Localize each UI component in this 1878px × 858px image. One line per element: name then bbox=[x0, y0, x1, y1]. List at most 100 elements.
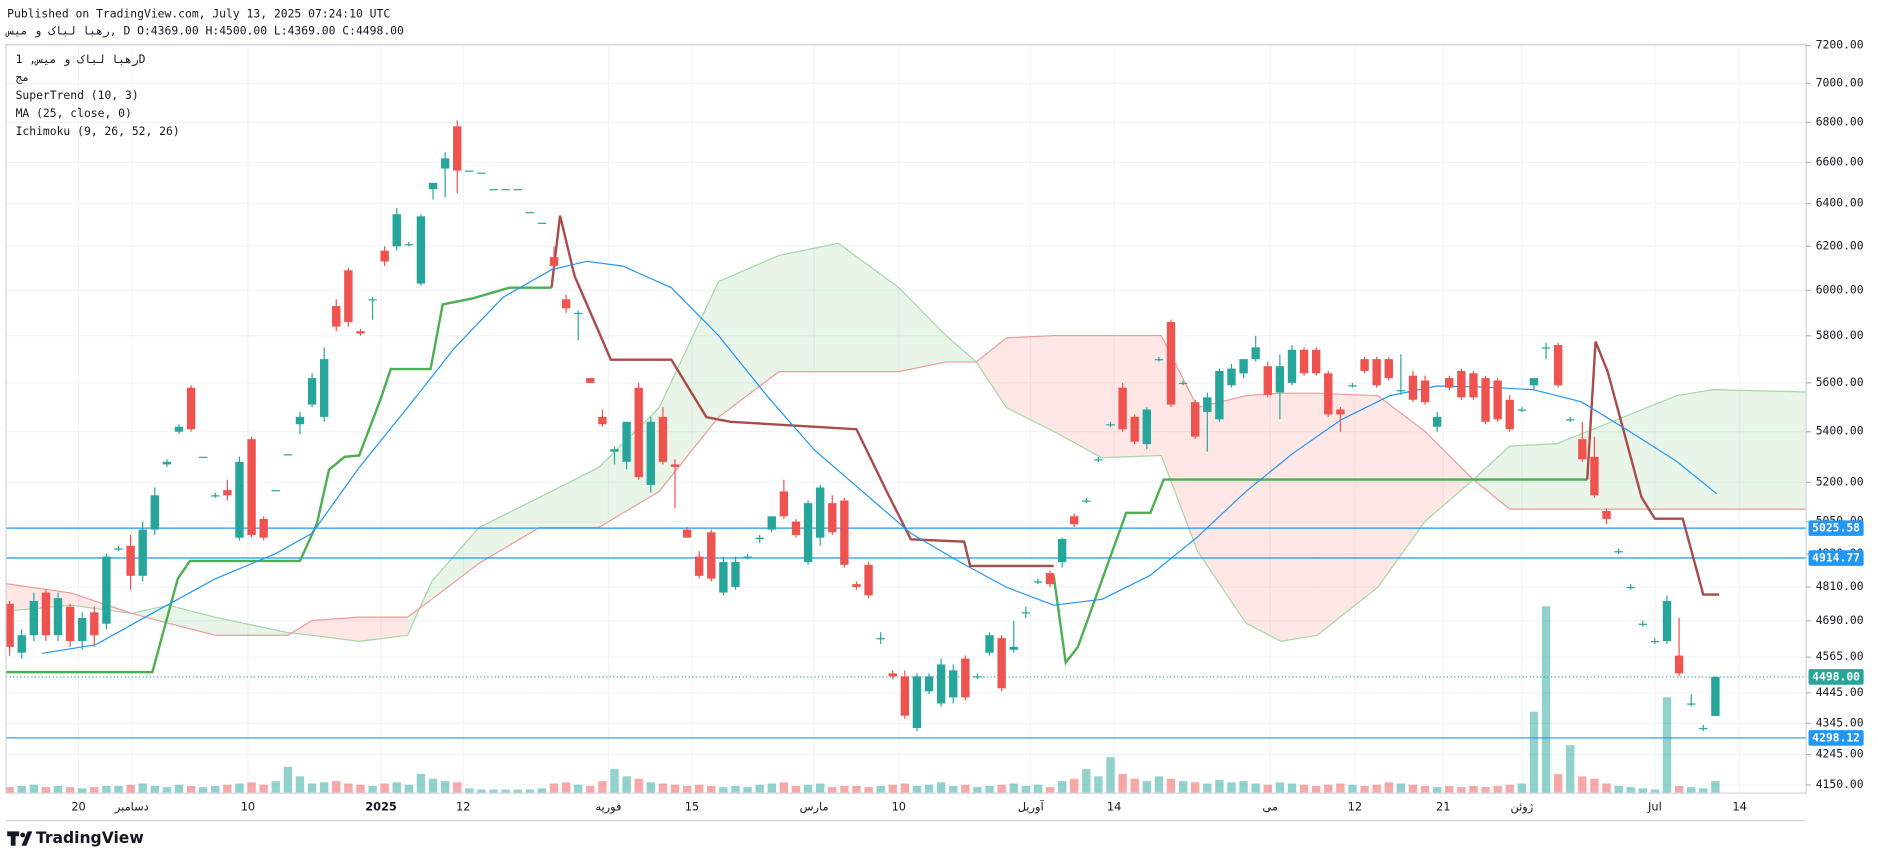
cloud-segment bbox=[1246, 393, 1282, 642]
x-tick-label: 14 bbox=[1732, 799, 1746, 813]
y-tick-label: 4690.00 bbox=[1816, 613, 1864, 627]
candle-body bbox=[1336, 409, 1345, 415]
candle-body bbox=[186, 387, 196, 430]
candle-body bbox=[1432, 416, 1442, 427]
candle-body bbox=[586, 378, 595, 383]
candle-body bbox=[549, 257, 559, 266]
candle-body bbox=[259, 518, 268, 538]
candle-body bbox=[1493, 380, 1502, 420]
x-tick-label: فوریه bbox=[595, 799, 621, 814]
volume-bar bbox=[912, 785, 922, 794]
candle-body bbox=[1578, 439, 1587, 460]
cloud-segment bbox=[976, 337, 1007, 408]
candle-body bbox=[1396, 390, 1406, 392]
volume-bar bbox=[586, 785, 595, 794]
candle-body bbox=[719, 562, 728, 593]
x-tick-label: 10 bbox=[892, 799, 906, 813]
candle-body bbox=[295, 416, 305, 425]
volume-bar bbox=[186, 785, 196, 794]
volume-bar bbox=[743, 787, 752, 794]
cloud-segment bbox=[168, 605, 216, 636]
volume-bar bbox=[138, 783, 147, 794]
volume-bar bbox=[416, 773, 426, 794]
candle-body bbox=[332, 306, 341, 327]
volume-bar bbox=[622, 776, 631, 794]
volume-bar bbox=[876, 785, 885, 794]
candle-body bbox=[840, 500, 849, 565]
volume-bar bbox=[1711, 781, 1720, 794]
volume-bar bbox=[646, 782, 655, 794]
candle-body bbox=[1662, 600, 1672, 642]
candle-body bbox=[1481, 378, 1490, 422]
legend-indicator: Ichimoku (9, 26, 52, 26) bbox=[16, 124, 180, 138]
candle-body bbox=[235, 461, 244, 538]
cloud-segment bbox=[431, 527, 480, 600]
candle-body bbox=[1118, 387, 1127, 430]
x-tick-label: 2025 bbox=[365, 799, 397, 813]
volume-bar bbox=[1215, 779, 1224, 794]
volume-bar bbox=[1396, 783, 1406, 794]
candle-body bbox=[525, 212, 535, 214]
published-note: Published on TradingView.com, July 13, 2… bbox=[7, 7, 390, 21]
volume-bar bbox=[1687, 787, 1696, 794]
volume-bar bbox=[888, 784, 897, 794]
candle-body bbox=[1517, 409, 1527, 411]
volume-bar bbox=[1166, 778, 1176, 794]
cloud-segment bbox=[718, 255, 780, 418]
candle-body bbox=[997, 638, 1006, 689]
volume-bar bbox=[561, 782, 571, 794]
volume-bar bbox=[1445, 785, 1454, 794]
candle-body bbox=[1142, 409, 1152, 445]
level-label: 4498.00 bbox=[1812, 670, 1860, 684]
candle-body bbox=[1130, 416, 1139, 442]
volume-bar bbox=[1626, 787, 1635, 794]
candle-body bbox=[828, 503, 837, 533]
candle-body bbox=[1408, 375, 1418, 400]
candle-body bbox=[5, 603, 14, 647]
volume-bar bbox=[985, 785, 994, 794]
volume-bar bbox=[332, 781, 341, 794]
volume-bar bbox=[114, 785, 123, 794]
candle-body bbox=[1287, 349, 1297, 383]
volume-bar bbox=[1299, 784, 1309, 794]
volume-bar bbox=[791, 785, 801, 794]
volume-bar bbox=[150, 785, 159, 794]
candle-body bbox=[78, 617, 87, 642]
volume-bar bbox=[1578, 776, 1587, 794]
cloud-segment bbox=[1712, 389, 1807, 510]
candle-body bbox=[41, 592, 51, 636]
volume-bar bbox=[1614, 785, 1623, 794]
volume-bar bbox=[404, 784, 414, 794]
candle-body bbox=[622, 421, 631, 462]
volume-bar bbox=[1384, 782, 1393, 794]
candle-body bbox=[755, 537, 764, 539]
candle-body bbox=[876, 638, 885, 640]
cloud-segment bbox=[1197, 395, 1247, 624]
candle-body bbox=[90, 612, 99, 636]
y-tick-label: 4565.00 bbox=[1816, 649, 1864, 663]
volume-bar bbox=[525, 789, 535, 794]
y-tick-label: 5400.00 bbox=[1816, 424, 1864, 438]
candle-body bbox=[779, 491, 789, 517]
volume-bar bbox=[1408, 784, 1418, 794]
volume-bar bbox=[198, 787, 208, 794]
x-tick-label: Jul bbox=[1647, 799, 1662, 813]
candle-body bbox=[477, 172, 486, 174]
y-tick-label: 4345.00 bbox=[1816, 715, 1864, 729]
candle-body bbox=[114, 548, 123, 550]
volume-bar bbox=[211, 785, 220, 794]
candle-body bbox=[223, 490, 232, 496]
level-label: 5025.58 bbox=[1812, 521, 1860, 535]
volume-bar bbox=[1275, 782, 1285, 794]
cloud-segment bbox=[1473, 446, 1510, 510]
candle-body bbox=[803, 503, 813, 563]
volume-bar bbox=[1009, 783, 1018, 794]
candle-body bbox=[247, 439, 256, 535]
legend-subtitle: مج bbox=[16, 70, 30, 84]
candle-body bbox=[1457, 370, 1466, 398]
candle-body bbox=[1227, 368, 1236, 386]
x-tick-label: مارس bbox=[800, 799, 829, 814]
x-tick-label: 15 bbox=[685, 799, 699, 813]
plot-area bbox=[5, 44, 1807, 794]
